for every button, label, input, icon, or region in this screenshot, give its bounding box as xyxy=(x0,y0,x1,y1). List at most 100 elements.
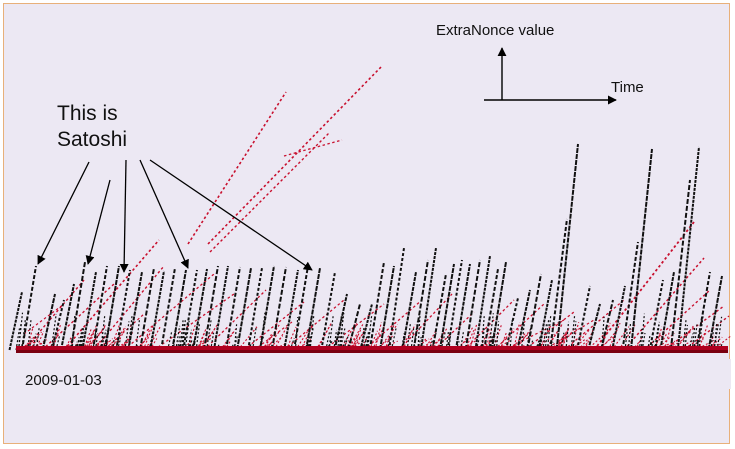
red-ramp xyxy=(23,279,85,351)
red-noise xyxy=(378,340,398,351)
red-noise xyxy=(142,325,154,351)
black-ramp xyxy=(8,291,23,351)
red-noise xyxy=(554,334,569,351)
black-noise xyxy=(32,333,37,351)
black-noise xyxy=(682,318,687,351)
black-ramp xyxy=(446,259,463,351)
red-ramp xyxy=(103,313,145,351)
black-noise xyxy=(387,333,391,351)
black-ramp xyxy=(464,259,481,351)
red-noise xyxy=(87,323,107,351)
black-noise xyxy=(365,330,370,351)
black-noise xyxy=(489,334,493,351)
black-noise xyxy=(520,323,525,351)
annotation-arrows xyxy=(37,159,313,273)
black-noise xyxy=(406,323,411,351)
black-noise xyxy=(325,331,331,351)
black-noise xyxy=(167,331,173,351)
black-noise xyxy=(698,314,704,351)
black-noise xyxy=(71,314,76,351)
red-noise xyxy=(315,324,331,351)
black-noise xyxy=(688,333,694,351)
red-ramp xyxy=(187,91,287,245)
red-noise xyxy=(29,337,39,351)
red-ramp xyxy=(63,239,160,351)
y-axis-label: ExtraNonce value xyxy=(436,22,555,39)
red-noise xyxy=(191,341,206,351)
red-noise xyxy=(316,322,332,351)
black-ramp xyxy=(81,271,97,351)
black-noise xyxy=(135,318,141,351)
black-noise xyxy=(27,318,32,351)
black-noise xyxy=(546,314,552,351)
chart-frame: This is Satoshi 2009-01-03 ExtraNonce va… xyxy=(3,3,731,444)
black-ramp xyxy=(320,271,336,351)
annotation-arrow xyxy=(37,161,90,265)
red-noise xyxy=(114,338,131,351)
black-noise xyxy=(333,329,338,351)
axes-legend xyxy=(484,47,617,105)
black-ramp xyxy=(115,269,131,351)
black-ramp xyxy=(387,247,405,351)
black-ramp xyxy=(611,285,626,351)
annotation-arrow xyxy=(119,159,129,273)
annotation-arrow xyxy=(139,159,189,269)
black-noise xyxy=(684,324,688,351)
black-noise xyxy=(710,329,715,351)
red-noise xyxy=(52,324,61,351)
red-noise xyxy=(137,333,150,351)
black-noise xyxy=(105,320,111,351)
black-noise xyxy=(187,329,193,351)
black-noise xyxy=(192,331,197,351)
black-noise xyxy=(509,319,513,351)
red-noise xyxy=(63,335,73,351)
black-ramp xyxy=(648,279,664,351)
black-noise xyxy=(542,323,548,351)
red-noise xyxy=(107,337,122,351)
black-ramp xyxy=(127,271,143,351)
red-noise xyxy=(577,337,590,351)
black-ramp xyxy=(659,271,675,351)
black-noise xyxy=(148,330,154,351)
black-ramp xyxy=(587,303,601,351)
black-noise xyxy=(94,333,99,351)
black-ramp xyxy=(438,263,455,351)
red-noise xyxy=(596,336,614,351)
black-ramp xyxy=(401,271,417,351)
red-noise xyxy=(459,339,477,351)
red-noise xyxy=(339,323,356,351)
red-noise xyxy=(384,322,396,351)
black-noise xyxy=(179,320,184,351)
red-ramp xyxy=(283,299,345,351)
black-noise xyxy=(459,332,464,351)
red-ramp xyxy=(623,257,705,351)
black-noise xyxy=(99,335,104,351)
black-noise xyxy=(127,314,133,351)
black-ramp xyxy=(537,279,553,351)
black-noise xyxy=(115,331,122,351)
black-series xyxy=(8,143,723,351)
black-ramp xyxy=(60,283,75,351)
black-noise xyxy=(572,321,577,351)
black-noise xyxy=(417,314,421,351)
black-noise xyxy=(489,332,495,351)
red-noise xyxy=(454,339,468,351)
red-ramp xyxy=(433,311,475,351)
black-ramp xyxy=(91,265,108,351)
red-noise xyxy=(86,324,98,351)
black-ramp xyxy=(160,267,176,351)
scatter-plot xyxy=(4,47,731,389)
black-noise xyxy=(601,316,605,351)
red-noise xyxy=(494,338,513,351)
red-noise xyxy=(345,323,358,351)
black-ramp xyxy=(526,273,542,351)
annotation-label: This is Satoshi xyxy=(57,102,128,151)
below-band xyxy=(4,359,731,389)
black-noise xyxy=(495,321,500,351)
black-noise xyxy=(92,328,97,351)
black-ramp xyxy=(412,259,429,351)
black-noise xyxy=(696,318,703,351)
red-noise xyxy=(35,331,45,351)
black-noise xyxy=(536,333,543,351)
black-noise xyxy=(306,333,312,351)
